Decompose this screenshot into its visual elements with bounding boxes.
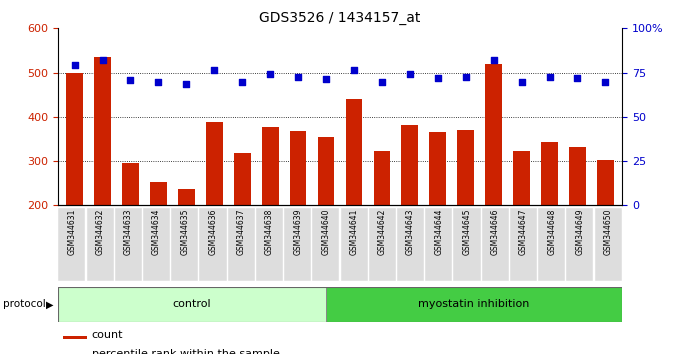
Bar: [373, 152, 390, 205]
Bar: [486, 64, 502, 205]
Bar: [262, 127, 279, 205]
Bar: [58, 287, 326, 322]
Text: GSM344647: GSM344647: [519, 209, 528, 255]
Text: count: count: [92, 330, 123, 340]
Point: [349, 68, 360, 73]
Point: [572, 75, 583, 81]
Bar: [594, 207, 622, 281]
Text: control: control: [173, 299, 211, 309]
Point: [432, 75, 443, 81]
Text: GSM344646: GSM344646: [491, 209, 500, 255]
Point: [460, 74, 471, 80]
Point: [125, 77, 136, 82]
Point: [153, 80, 164, 85]
Point: [544, 74, 555, 80]
Bar: [66, 73, 83, 205]
Text: percentile rank within the sample: percentile rank within the sample: [92, 349, 279, 354]
Text: GSM344633: GSM344633: [124, 209, 133, 255]
Title: GDS3526 / 1434157_at: GDS3526 / 1434157_at: [259, 11, 421, 24]
Bar: [429, 132, 446, 205]
Point: [97, 57, 108, 63]
Bar: [234, 153, 251, 205]
Bar: [143, 207, 170, 281]
Bar: [150, 182, 167, 205]
Text: GSM344635: GSM344635: [180, 209, 189, 255]
Text: GSM344632: GSM344632: [96, 209, 105, 255]
Bar: [541, 143, 558, 205]
Bar: [454, 207, 481, 281]
Text: GSM344640: GSM344640: [322, 209, 330, 255]
Point: [237, 80, 248, 85]
Bar: [458, 130, 474, 205]
Text: myostatin inhibition: myostatin inhibition: [418, 299, 530, 309]
Point: [600, 80, 611, 85]
Text: GSM344648: GSM344648: [547, 209, 556, 255]
Bar: [341, 207, 368, 281]
Bar: [122, 163, 139, 205]
Text: protocol: protocol: [3, 299, 46, 309]
Point: [320, 76, 331, 81]
Text: GSM344643: GSM344643: [406, 209, 415, 255]
Bar: [401, 125, 418, 205]
Bar: [312, 207, 339, 281]
Bar: [345, 99, 362, 205]
Bar: [538, 207, 565, 281]
Bar: [369, 207, 396, 281]
Point: [209, 68, 220, 73]
Text: GSM344642: GSM344642: [378, 209, 387, 255]
Bar: [318, 137, 335, 205]
Bar: [397, 207, 424, 281]
Text: GSM344639: GSM344639: [293, 209, 302, 255]
Point: [377, 80, 388, 85]
Point: [405, 71, 415, 77]
Text: GSM344634: GSM344634: [152, 209, 161, 255]
Text: GSM344636: GSM344636: [209, 209, 218, 255]
Bar: [513, 152, 530, 205]
Bar: [228, 207, 255, 281]
Point: [265, 71, 275, 77]
Bar: [481, 207, 509, 281]
Bar: [425, 207, 452, 281]
Text: GSM344641: GSM344641: [350, 209, 358, 255]
Text: ▶: ▶: [46, 299, 54, 309]
Bar: [597, 160, 614, 205]
Bar: [115, 207, 142, 281]
Point: [181, 81, 192, 87]
Point: [292, 74, 303, 80]
Bar: [58, 207, 86, 281]
Bar: [63, 336, 87, 339]
Bar: [178, 188, 194, 205]
Point: [69, 62, 80, 68]
Text: GSM344650: GSM344650: [604, 209, 613, 255]
Bar: [290, 131, 307, 205]
Bar: [94, 57, 111, 205]
Bar: [284, 207, 311, 281]
Bar: [171, 207, 199, 281]
Point: [488, 57, 499, 63]
Point: [516, 80, 527, 85]
Bar: [206, 122, 222, 205]
Bar: [510, 207, 537, 281]
Text: GSM344638: GSM344638: [265, 209, 274, 255]
Bar: [566, 207, 594, 281]
Text: GSM344645: GSM344645: [462, 209, 471, 255]
Bar: [326, 287, 622, 322]
Text: GSM344637: GSM344637: [237, 209, 245, 255]
Text: GSM344649: GSM344649: [575, 209, 584, 255]
Text: GSM344631: GSM344631: [67, 209, 76, 255]
Text: GSM344644: GSM344644: [435, 209, 443, 255]
Bar: [256, 207, 283, 281]
Bar: [86, 207, 114, 281]
Bar: [569, 147, 586, 205]
Bar: [199, 207, 226, 281]
